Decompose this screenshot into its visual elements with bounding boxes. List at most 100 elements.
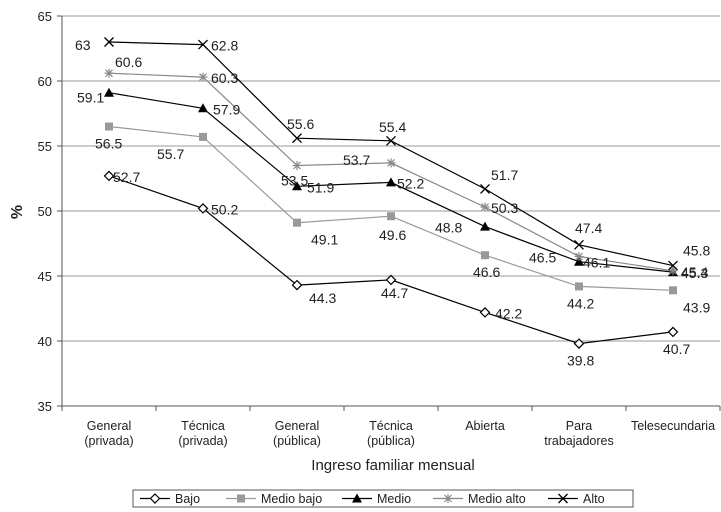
data-label: 53.7 — [343, 152, 370, 168]
data-label: 47.4 — [575, 220, 602, 236]
data-label: 52.2 — [397, 175, 424, 191]
data-point — [387, 212, 395, 221]
data-label: 51.7 — [491, 167, 518, 183]
legend-label: Medio — [377, 492, 411, 506]
legend-item: Medio bajo — [226, 492, 322, 506]
data-label: 43.9 — [683, 299, 710, 315]
data-label: 40.7 — [663, 341, 690, 357]
data-point — [104, 37, 114, 47]
legend-marker — [237, 494, 245, 503]
y-axis-label: % — [9, 205, 26, 219]
data-label: 49.1 — [311, 232, 338, 248]
data-point — [668, 266, 678, 276]
legend-label: Medio alto — [468, 492, 526, 506]
data-point — [386, 135, 396, 146]
data-point — [480, 221, 490, 231]
data-point — [198, 103, 208, 113]
data-point — [480, 183, 490, 194]
series-bajo — [103, 170, 679, 349]
data-point — [574, 256, 584, 266]
y-tick-label: 60 — [38, 74, 52, 89]
data-point — [292, 133, 302, 144]
series-alto — [104, 37, 678, 271]
data-point — [293, 218, 301, 227]
data-point — [197, 203, 209, 214]
data-label: 46.5 — [529, 250, 556, 266]
series-medio-bajo — [105, 122, 677, 295]
x-tick-labels: General (privada) Técnica (privada) General(… — [84, 419, 715, 448]
data-point — [385, 274, 397, 286]
legend-item: Bajo — [140, 492, 200, 506]
data-label: 49.6 — [379, 227, 406, 243]
data-label: 45.4 — [681, 264, 708, 280]
data-point — [199, 132, 207, 141]
legend-label: Medio bajo — [261, 492, 322, 506]
data-label: 53.5 — [281, 173, 308, 189]
data-point — [481, 251, 489, 260]
y-tick-label: 45 — [38, 269, 52, 284]
data-label: 62.8 — [211, 38, 238, 54]
data-label: 45.3 — [681, 265, 708, 281]
legend-box — [132, 489, 634, 508]
data-point — [386, 177, 396, 187]
x-axis-label: Ingreso familiar mensual — [311, 457, 474, 474]
legend-marker — [558, 493, 568, 504]
x-tick-label: Técnica (pública) — [367, 419, 415, 448]
data-label: 56.5 — [95, 136, 122, 152]
y-tick-label: 65 — [38, 9, 52, 24]
y-tick-label: 35 — [38, 399, 52, 414]
data-point — [386, 158, 396, 168]
data-point — [105, 122, 113, 131]
y-tick-label: 50 — [38, 204, 52, 219]
data-label: 59.1 — [77, 90, 104, 106]
data-point — [479, 307, 491, 318]
data-point — [292, 181, 302, 191]
data-label: 44.3 — [309, 290, 336, 306]
data-label: 42.2 — [495, 305, 522, 321]
x-tick-label: General (pública) — [273, 419, 321, 448]
legend-item: Medio — [342, 492, 411, 506]
x-tick-label: Para trabajadores — [544, 419, 614, 448]
data-label: 51.9 — [307, 179, 334, 195]
x-tick-label: Abierta — [465, 419, 505, 433]
y-tick-label: 55 — [38, 139, 52, 154]
data-point — [480, 202, 490, 212]
legend-marker — [443, 494, 453, 503]
y-tick-labels: 35 40 45 50 55 60 65 — [38, 9, 52, 414]
data-label: 39.8 — [567, 353, 594, 369]
data-label: 44.7 — [381, 285, 408, 301]
axes — [57, 15, 721, 411]
data-labels: 52.7 50.2 44.3 44.7 42.2 39.8 40.7 56.5 55.7 49.1… — [75, 37, 710, 369]
legend-label: Alto — [583, 492, 605, 506]
data-point — [291, 279, 303, 291]
data-point — [668, 260, 678, 271]
legend-item: Alto — [548, 492, 605, 506]
data-point — [104, 87, 114, 97]
data-label: 46.1 — [583, 255, 610, 271]
data-label: 57.9 — [213, 101, 240, 117]
data-point — [198, 72, 208, 82]
legend-label: Bajo — [175, 492, 200, 506]
data-label: 60.3 — [211, 70, 238, 86]
x-tick-label: Telesecundaria — [631, 419, 715, 433]
x-tick-label: Técnica (privada) — [178, 419, 227, 448]
data-label: 45.8 — [683, 243, 710, 259]
data-label: 55.4 — [379, 119, 406, 135]
data-label: 52.7 — [113, 169, 140, 185]
data-point — [574, 252, 584, 261]
x-tick-label: General (privada) — [84, 419, 133, 448]
data-label: 44.2 — [567, 295, 594, 311]
data-label: 55.6 — [287, 116, 314, 132]
data-label: 46.6 — [473, 264, 500, 280]
data-point — [575, 282, 583, 291]
data-label: 50.3 — [491, 200, 518, 216]
data-point — [103, 170, 115, 182]
legend: Bajo Medio bajo Medio Medio alto Alto — [132, 489, 634, 508]
legend-marker — [149, 493, 161, 504]
data-point — [292, 161, 302, 170]
data-point — [104, 68, 114, 78]
gridlines — [62, 15, 720, 342]
legend-item: Medio alto — [433, 492, 526, 506]
data-label: 55.7 — [157, 146, 184, 162]
